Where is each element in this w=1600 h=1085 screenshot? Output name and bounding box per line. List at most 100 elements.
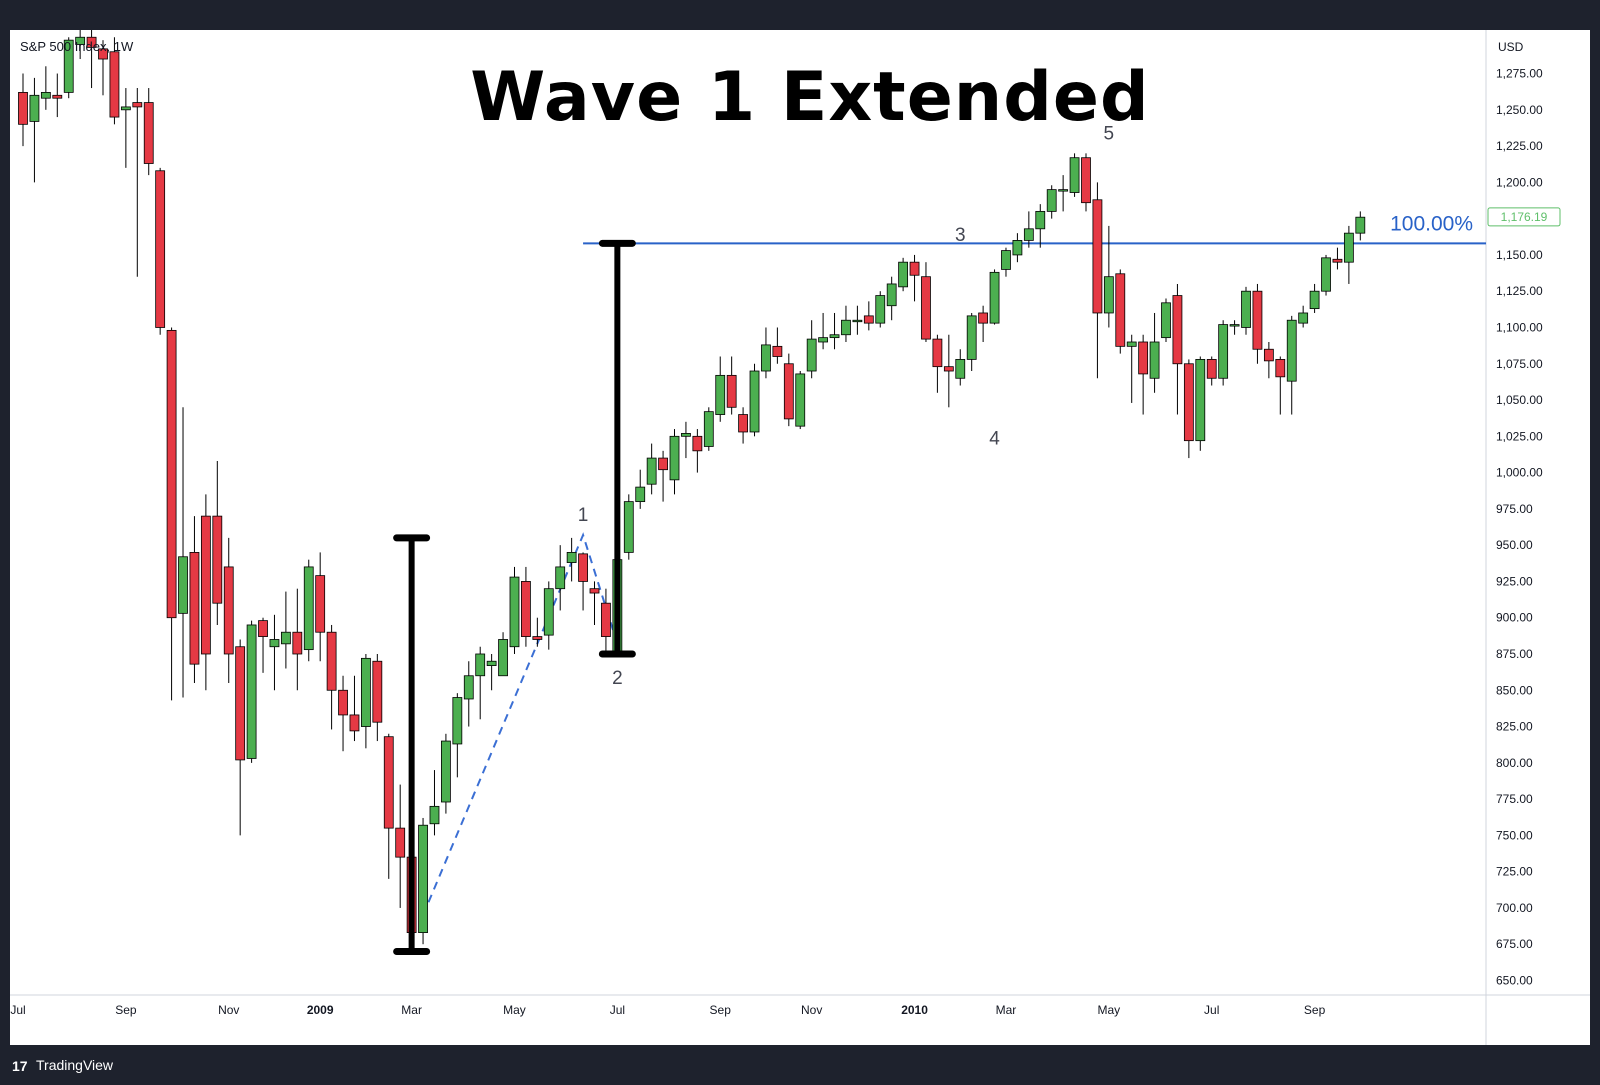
- candle-body[interactable]: [635, 486, 646, 503]
- symbol-label[interactable]: S&P 500 Index, 1W: [20, 39, 134, 54]
- candle-body[interactable]: [715, 374, 726, 415]
- candle-body[interactable]: [441, 740, 451, 803]
- candle-body[interactable]: [1183, 363, 1194, 442]
- candle-body[interactable]: [155, 170, 166, 328]
- candle-body[interactable]: [692, 435, 703, 452]
- candle-body[interactable]: [246, 624, 257, 759]
- candle-body[interactable]: [120, 106, 131, 111]
- candle-body[interactable]: [1115, 273, 1126, 347]
- candle-body[interactable]: [280, 631, 291, 645]
- candle-body[interactable]: [52, 94, 63, 99]
- candle-body[interactable]: [40, 91, 51, 99]
- candle-body[interactable]: [955, 359, 966, 379]
- candle-body[interactable]: [578, 553, 588, 582]
- candle-body[interactable]: [738, 414, 748, 433]
- candle-body[interactable]: [1023, 228, 1034, 241]
- candle-body[interactable]: [418, 824, 428, 934]
- candle-body[interactable]: [383, 736, 394, 829]
- candle-body[interactable]: [1218, 324, 1229, 379]
- candle-body[interactable]: [166, 329, 177, 619]
- candle-body[interactable]: [372, 660, 383, 723]
- candle-body[interactable]: [18, 91, 28, 125]
- candle-body[interactable]: [235, 646, 246, 761]
- candle-body[interactable]: [315, 575, 326, 633]
- candle-body[interactable]: [212, 515, 223, 604]
- candle-body[interactable]: [292, 631, 303, 655]
- candle-body[interactable]: [932, 338, 943, 368]
- candle-body[interactable]: [1126, 341, 1137, 347]
- candle-body[interactable]: [509, 576, 520, 648]
- candle-body[interactable]: [1229, 324, 1240, 327]
- candle-body[interactable]: [1332, 258, 1343, 263]
- candle-body[interactable]: [681, 433, 691, 437]
- candle-body[interactable]: [463, 675, 474, 700]
- candle-body[interactable]: [109, 51, 120, 118]
- candle-body[interactable]: [200, 515, 211, 655]
- candle-body[interactable]: [703, 411, 714, 447]
- candle-body[interactable]: [1355, 216, 1366, 234]
- candle-body[interactable]: [589, 588, 600, 594]
- candle-body[interactable]: [349, 714, 360, 732]
- candle-body[interactable]: [1069, 157, 1080, 193]
- candle-body[interactable]: [258, 620, 268, 637]
- candle-body[interactable]: [395, 827, 406, 858]
- candle-body[interactable]: [1298, 312, 1309, 324]
- candle-body[interactable]: [841, 319, 851, 336]
- candle-body[interactable]: [543, 588, 554, 636]
- candle-body[interactable]: [1321, 257, 1331, 292]
- candle-body[interactable]: [1058, 189, 1069, 192]
- candle-body[interactable]: [29, 94, 40, 122]
- candle-body[interactable]: [429, 805, 440, 825]
- candle-body[interactable]: [1263, 348, 1274, 362]
- candle-body[interactable]: [566, 552, 577, 563]
- candle-body[interactable]: [498, 639, 508, 677]
- candle-body[interactable]: [898, 261, 909, 288]
- candle-body[interactable]: [1206, 359, 1217, 379]
- candle-body[interactable]: [86, 36, 97, 48]
- candle-body[interactable]: [1343, 232, 1354, 263]
- candle-body[interactable]: [886, 283, 897, 307]
- candle-body[interactable]: [829, 334, 840, 339]
- candle-body[interactable]: [1275, 359, 1286, 378]
- candle-body[interactable]: [475, 653, 486, 677]
- candle-body[interactable]: [875, 295, 886, 324]
- candle-body[interactable]: [1001, 250, 1011, 270]
- candle-body[interactable]: [178, 556, 188, 614]
- wave-dashed-path[interactable]: [422, 532, 619, 916]
- candle-body[interactable]: [486, 660, 497, 666]
- candle-body[interactable]: [1286, 319, 1297, 382]
- candle-body[interactable]: [669, 435, 680, 481]
- candle-body[interactable]: [646, 457, 657, 485]
- candle-body[interactable]: [132, 102, 143, 108]
- candle-body[interactable]: [521, 581, 531, 637]
- candle-body[interactable]: [852, 319, 863, 323]
- candle-body[interactable]: [1149, 341, 1160, 379]
- candle-body[interactable]: [1172, 295, 1183, 365]
- candle-body[interactable]: [1012, 240, 1023, 256]
- candle-body[interactable]: [1309, 290, 1320, 310]
- candle-body[interactable]: [601, 602, 611, 637]
- candle-body[interactable]: [63, 39, 74, 93]
- candle-body[interactable]: [1035, 210, 1046, 230]
- candle-body[interactable]: [726, 374, 737, 408]
- candle-body[interactable]: [818, 337, 828, 343]
- candle-body[interactable]: [360, 657, 371, 727]
- candle-body[interactable]: [189, 552, 200, 665]
- candle-body[interactable]: [75, 36, 86, 45]
- candle-body[interactable]: [863, 315, 874, 324]
- candle-body[interactable]: [532, 636, 543, 640]
- candlestick-chart[interactable]: USD1,275.001,250.001,225.001,200.001,175…: [10, 30, 1590, 1045]
- candle-body[interactable]: [1138, 341, 1149, 375]
- tradingview-logo-icon[interactable]: 17: [12, 1058, 28, 1074]
- candle-body[interactable]: [921, 276, 931, 340]
- candle-body[interactable]: [1252, 290, 1263, 350]
- candle-body[interactable]: [978, 312, 989, 324]
- candle-body[interactable]: [772, 345, 783, 357]
- candle-body[interactable]: [1081, 157, 1091, 204]
- candle-body[interactable]: [806, 338, 817, 372]
- candle-body[interactable]: [658, 457, 668, 471]
- candle-body[interactable]: [761, 344, 771, 372]
- candle-body[interactable]: [223, 566, 234, 655]
- candle-body[interactable]: [623, 501, 634, 553]
- candle-body[interactable]: [555, 566, 566, 590]
